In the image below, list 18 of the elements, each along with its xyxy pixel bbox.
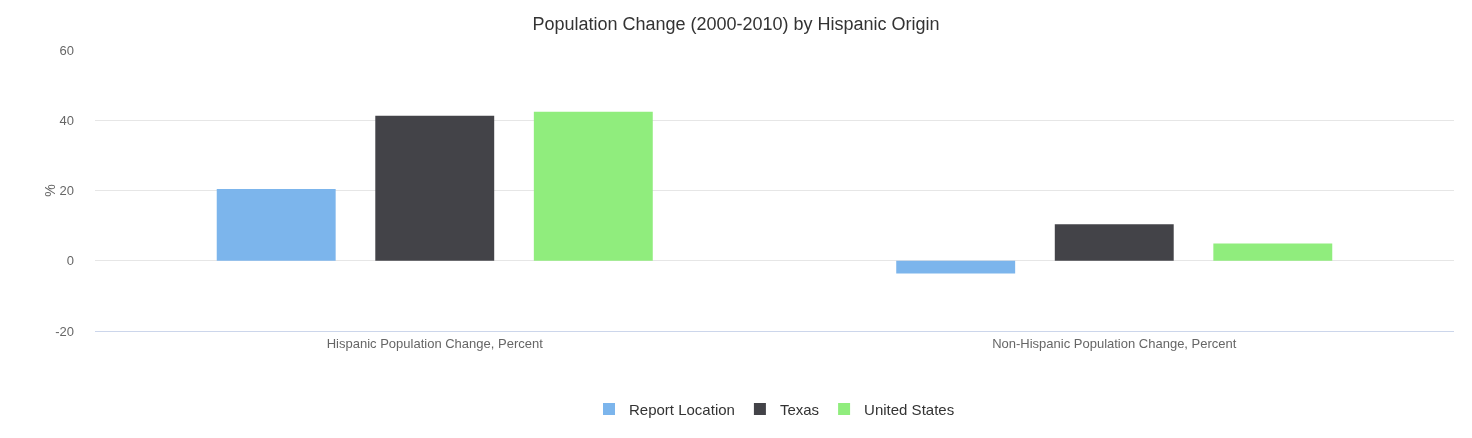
- legend-label: Texas: [779, 400, 820, 418]
- bar: [533, 111, 653, 261]
- bar: [375, 115, 495, 261]
- x-tick-label: Hispanic Population Change, Percent: [326, 335, 544, 351]
- y-axis-title: %: [41, 184, 58, 197]
- legend-label: United States: [864, 400, 955, 418]
- chart-title: Population Change (2000-2010) by Hispanic Origin: [532, 14, 940, 35]
- bar: [1054, 224, 1174, 261]
- y-tick-label: 60: [59, 42, 74, 58]
- bar: [216, 189, 336, 261]
- y-tick-label: 20: [59, 183, 74, 199]
- y-tick-label: -20: [55, 323, 74, 339]
- bar: [1213, 243, 1333, 261]
- y-tick-label: 40: [59, 112, 74, 128]
- y-tick-label: 0: [66, 253, 74, 269]
- x-tick-label: Non-Hispanic Population Change, Percent: [992, 335, 1237, 351]
- bar: [896, 260, 1016, 274]
- legend-label: Report Location: [629, 400, 735, 418]
